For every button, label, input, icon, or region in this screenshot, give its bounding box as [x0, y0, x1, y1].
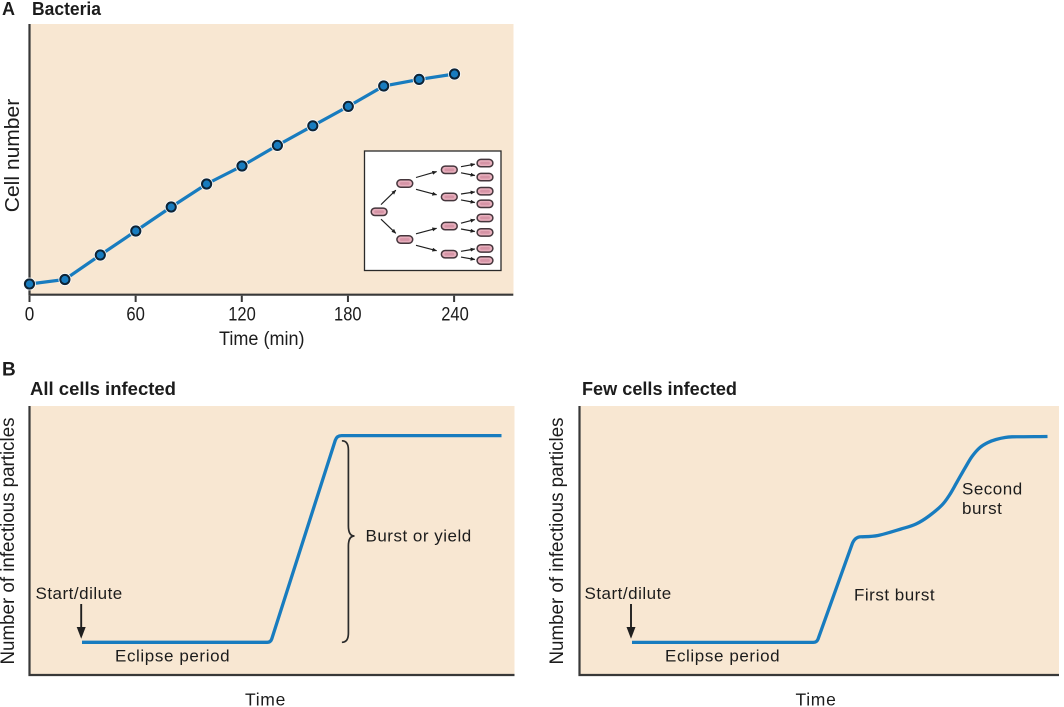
svg-text:240: 240	[441, 304, 469, 326]
svg-text:Cell number: Cell number	[1, 99, 24, 213]
svg-text:First burst: First burst	[854, 585, 935, 604]
svg-text:Burst or yield: Burst or yield	[366, 527, 472, 546]
svg-text:0: 0	[25, 304, 35, 326]
svg-text:B: B	[2, 360, 16, 381]
svg-text:Number of infectious particles: Number of infectious particles	[0, 418, 19, 665]
svg-text:Number of infectious particles: Number of infectious particles	[547, 418, 568, 665]
svg-text:All cells infected: All cells infected	[30, 379, 176, 399]
svg-text:Time: Time	[245, 690, 286, 707]
svg-text:Second: Second	[962, 480, 1023, 499]
svg-text:120: 120	[228, 304, 256, 326]
svg-text:Bacteria: Bacteria	[32, 0, 102, 19]
svg-text:Few cells infected: Few cells infected	[582, 379, 737, 399]
svg-text:Eclipse period: Eclipse period	[115, 647, 230, 666]
svg-text:burst: burst	[962, 499, 1002, 518]
svg-text:Time: Time	[795, 690, 836, 707]
svg-text:Eclipse period: Eclipse period	[665, 647, 780, 666]
svg-text:60: 60	[126, 304, 145, 326]
svg-text:A: A	[2, 0, 15, 19]
svg-text:Time (min): Time (min)	[219, 328, 305, 350]
svg-text:Start/dilute: Start/dilute	[36, 584, 123, 603]
svg-text:180: 180	[334, 304, 362, 326]
svg-text:Start/dilute: Start/dilute	[585, 584, 672, 603]
